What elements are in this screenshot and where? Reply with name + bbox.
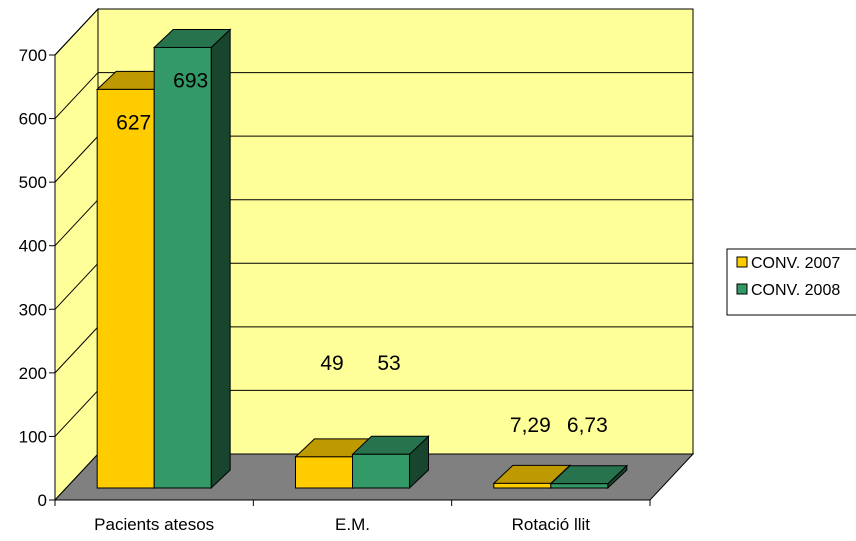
bars (95, 28, 629, 490)
y-tick-label: 600 (19, 110, 47, 129)
x-category-label: E.M. (335, 515, 370, 534)
legend-swatch (736, 283, 748, 295)
axes: 0 100 200 300 400 500 600 700 Pacients atesos E.M… (19, 46, 651, 534)
legend-swatch (736, 256, 748, 268)
data-label: 7,29 (510, 414, 551, 437)
x-category-label: Rotació llit (512, 515, 591, 534)
bar (153, 46, 212, 489)
y-tick-label: 400 (19, 237, 47, 256)
gridline-side (54, 199, 99, 247)
gridline-side (54, 135, 99, 183)
data-label: 627 (116, 111, 151, 134)
gridline-side (54, 326, 99, 374)
x-category-label: Pacients atesos (94, 515, 214, 534)
legend-entry: CONV. 2008 (751, 282, 840, 299)
y-tick-label: 200 (19, 364, 47, 383)
legend-entry: CONV. 2007 (751, 255, 840, 272)
data-labels: 627 693 49 53 7,29 6,73 (116, 69, 608, 437)
bar (96, 88, 155, 489)
y-tick-label: 100 (19, 427, 47, 446)
y-tick-label: 500 (19, 173, 47, 192)
data-label: 6,73 (567, 414, 608, 437)
legend[interactable]: CONV. 2007 CONV. 2008 (726, 248, 856, 316)
gridline-side (54, 390, 99, 437)
gridline-side (54, 72, 99, 119)
y-tick-label: 0 (38, 491, 47, 510)
gridline-side (54, 8, 99, 56)
bar (352, 453, 410, 489)
legend-box (726, 248, 856, 316)
side-wall (54, 7, 99, 502)
data-label: 693 (173, 69, 208, 92)
data-label: 53 (377, 352, 400, 375)
bar-side (210, 28, 231, 490)
data-label: 49 (320, 352, 343, 375)
bar (550, 483, 609, 489)
bar (295, 456, 353, 489)
y-tick-label: 700 (19, 46, 47, 65)
y-tick-label: 300 (19, 300, 47, 319)
bar (493, 482, 552, 489)
gridline-side (54, 262, 99, 310)
